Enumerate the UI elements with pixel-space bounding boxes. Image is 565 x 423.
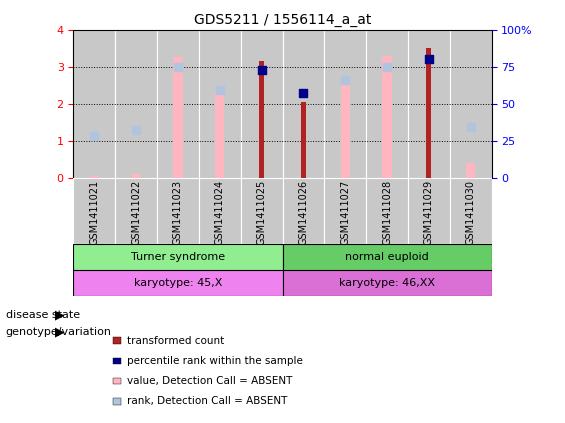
Bar: [199, 178, 241, 244]
Text: ▶: ▶: [55, 326, 65, 338]
Text: GSM1411026: GSM1411026: [298, 180, 308, 245]
Text: GSM1411025: GSM1411025: [257, 180, 267, 245]
Text: karyotype: 45,X: karyotype: 45,X: [134, 278, 222, 288]
Text: karyotype: 46,XX: karyotype: 46,XX: [339, 278, 435, 288]
Text: value, Detection Call = ABSENT: value, Detection Call = ABSENT: [127, 376, 293, 386]
Title: GDS5211 / 1556114_a_at: GDS5211 / 1556114_a_at: [194, 13, 371, 27]
Bar: [427, 48, 431, 178]
Point: [173, 63, 182, 70]
Bar: [157, 30, 199, 178]
Bar: [115, 178, 157, 244]
Bar: [366, 30, 408, 178]
Text: genotype/variation: genotype/variation: [6, 327, 112, 337]
Point: [424, 56, 433, 63]
Bar: [199, 30, 241, 178]
Bar: [282, 30, 324, 178]
Bar: [73, 30, 115, 178]
Text: GSM1411021: GSM1411021: [89, 180, 99, 245]
Bar: [132, 174, 141, 178]
Point: [257, 67, 266, 74]
Bar: [73, 178, 115, 244]
Bar: [324, 30, 366, 178]
Text: GSM1411024: GSM1411024: [215, 180, 225, 245]
Bar: [301, 102, 306, 178]
Bar: [341, 80, 350, 178]
Bar: [73, 244, 282, 270]
Text: Turner syndrome: Turner syndrome: [131, 252, 225, 262]
Bar: [241, 30, 282, 178]
Bar: [173, 58, 182, 178]
Bar: [282, 244, 492, 270]
Text: GSM1411027: GSM1411027: [340, 180, 350, 245]
Bar: [241, 178, 282, 244]
Bar: [215, 91, 224, 178]
Point: [466, 123, 475, 130]
Text: percentile rank within the sample: percentile rank within the sample: [127, 356, 303, 366]
Bar: [408, 30, 450, 178]
Bar: [366, 178, 408, 244]
Bar: [383, 55, 392, 178]
Bar: [408, 178, 450, 244]
Bar: [466, 163, 475, 178]
Bar: [282, 178, 324, 244]
Bar: [157, 178, 199, 244]
Bar: [115, 30, 157, 178]
Text: disease state: disease state: [6, 310, 80, 320]
Text: GSM1411029: GSM1411029: [424, 180, 434, 245]
Point: [90, 133, 99, 140]
Bar: [450, 178, 492, 244]
Text: GSM1411022: GSM1411022: [131, 180, 141, 245]
Point: [215, 86, 224, 93]
Point: [299, 90, 308, 97]
Bar: [73, 270, 282, 296]
Text: GSM1411023: GSM1411023: [173, 180, 183, 245]
Bar: [259, 61, 264, 178]
Bar: [324, 178, 366, 244]
Bar: [450, 30, 492, 178]
Bar: [90, 176, 99, 178]
Text: GSM1411030: GSM1411030: [466, 180, 476, 244]
Text: GSM1411028: GSM1411028: [382, 180, 392, 245]
Bar: [282, 270, 492, 296]
Point: [383, 63, 392, 70]
Text: transformed count: transformed count: [127, 335, 224, 346]
Text: normal euploid: normal euploid: [345, 252, 429, 262]
Text: rank, Detection Call = ABSENT: rank, Detection Call = ABSENT: [127, 396, 288, 407]
Text: ▶: ▶: [55, 309, 65, 321]
Point: [132, 127, 141, 134]
Point: [341, 76, 350, 83]
